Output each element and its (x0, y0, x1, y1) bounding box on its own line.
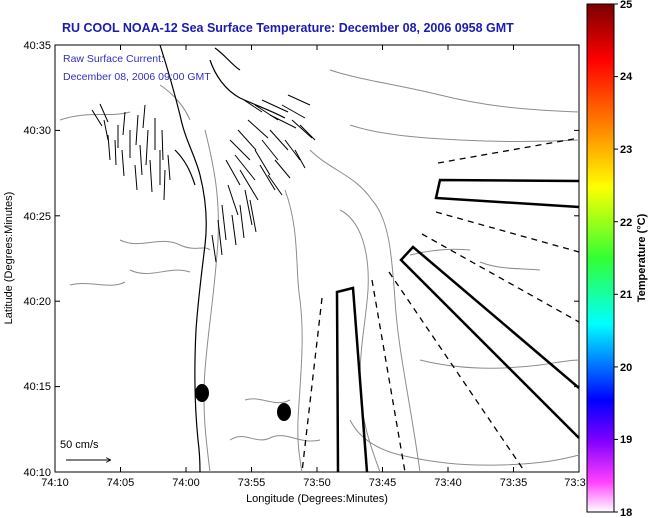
y-tick-label: 40:35 (23, 40, 51, 52)
colorbar-tick-label: 25 (620, 0, 632, 11)
x-axis-tick-labels: 74:10 74:05 74:00 73:55 73:50 73:45 73:4… (41, 477, 585, 489)
y-tick-label: 40:15 (23, 381, 51, 393)
colorbar-ticks (614, 3, 618, 513)
colorbar-tick-label: 20 (620, 362, 632, 374)
x-tick-label: 73:3 (564, 477, 585, 489)
colorbar-tick-label: 19 (620, 434, 632, 446)
x-axis-label: Longitude (Degrees:Minutes) (246, 493, 388, 505)
map-frame (54, 44, 580, 473)
bathymetry-contours (59, 69, 580, 473)
station-marker (195, 384, 209, 402)
colorbar-tick-label: 22 (620, 217, 632, 229)
x-tick-label: 74:05 (107, 477, 135, 489)
x-tick-label: 74:10 (41, 477, 69, 489)
x-axis-ticks (54, 45, 514, 472)
x-tick-label: 73:35 (500, 477, 528, 489)
y-axis-tick-labels: 40:35 40:30 40:25 40:20 40:15 40:10 (23, 40, 51, 479)
colorbar-tick-label: 24 (620, 71, 633, 83)
figure-title: RU COOL NOAA-12 Sea Surface Temperature:… (62, 21, 514, 35)
traffic-separation-lines (301, 137, 580, 473)
shipping-lanes (335, 178, 580, 473)
y-axis-ticks (55, 44, 579, 388)
x-tick-label: 73:45 (369, 477, 397, 489)
y-tick-label: 40:25 (23, 211, 51, 223)
station-marker (277, 403, 291, 421)
colorbar (586, 3, 615, 513)
coastline (159, 44, 286, 473)
x-tick-label: 73:55 (238, 477, 266, 489)
y-tick-label: 40:30 (23, 125, 51, 137)
colorbar-tick-labels: 25 24 23 22 21 20 19 18 (620, 0, 633, 518)
colorbar-tick-label: 23 (620, 144, 632, 156)
colorbar-label: Temperature (°C) (636, 213, 648, 302)
y-tick-label: 40:20 (23, 296, 51, 308)
scale-label: 50 cm/s (60, 439, 99, 451)
annotation-line1: Raw Surface Current: (63, 53, 164, 65)
annotation-line2: December 08, 2006 09:00 GMT (63, 71, 211, 83)
x-tick-label: 74:00 (172, 477, 200, 489)
surface-current-vectors (91, 94, 316, 263)
y-axis-label: Latitude (Degrees:Minutes) (3, 192, 15, 325)
y-tick-label: 40:10 (23, 467, 51, 479)
colorbar-tick-label: 18 (620, 507, 632, 518)
x-tick-label: 73:50 (303, 477, 331, 489)
x-tick-label: 73:40 (434, 477, 462, 489)
colorbar-tick-label: 21 (620, 289, 632, 301)
